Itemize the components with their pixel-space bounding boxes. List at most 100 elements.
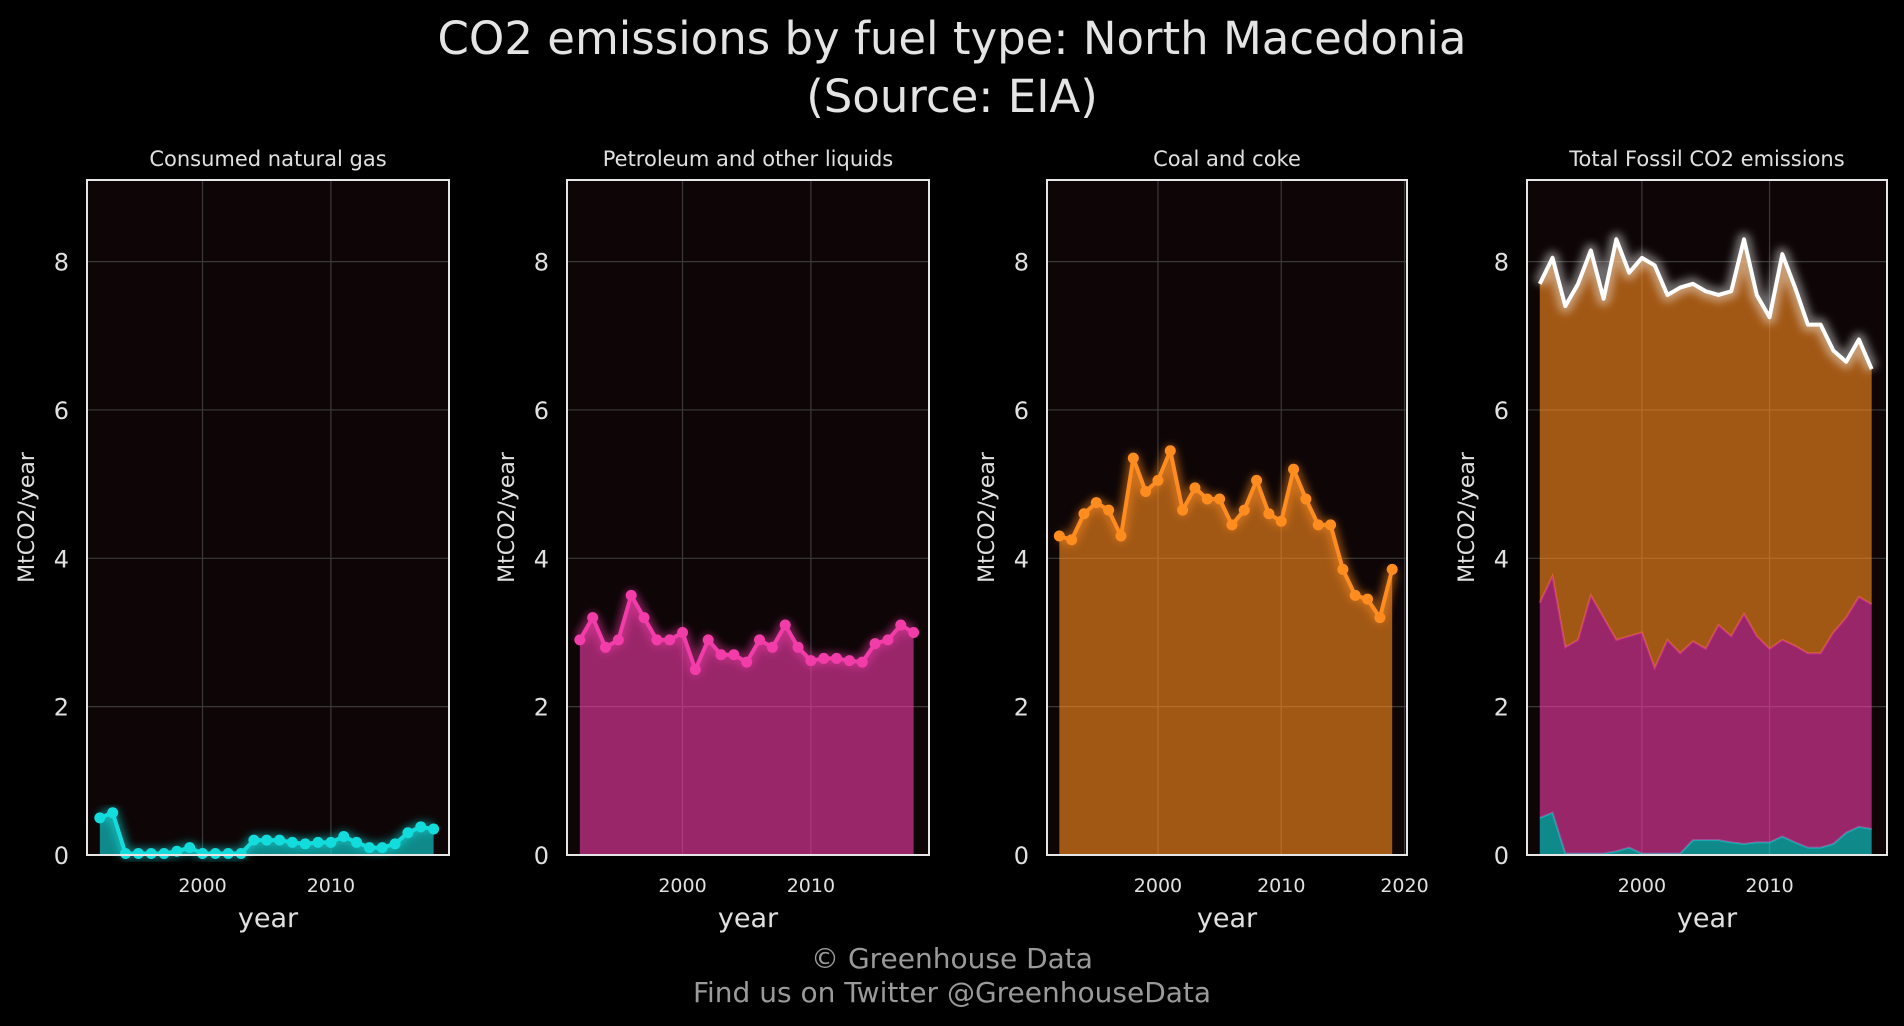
data-point	[1275, 515, 1287, 527]
footer-twitter: Find us on Twitter @GreenhouseData	[692, 976, 1212, 1009]
data-point	[1374, 612, 1386, 624]
data-point	[1066, 534, 1078, 546]
data-point	[363, 842, 375, 854]
data-point	[831, 652, 843, 664]
data-point	[1263, 508, 1275, 520]
data-point	[625, 589, 637, 601]
y-tick-label: 8	[54, 249, 69, 277]
data-point	[1386, 563, 1398, 575]
panel-title: Petroleum and other liquids	[603, 147, 894, 171]
y-axis-label: MtCO2/year	[15, 451, 40, 583]
data-point	[1238, 504, 1250, 516]
data-point	[145, 848, 157, 860]
panel-1: Consumed natural gas 0 2 4 6 8 2000 2010 year MtC…	[15, 147, 450, 934]
data-point	[1115, 530, 1127, 542]
x-tick-label: 2010	[1257, 875, 1305, 897]
data-point	[299, 838, 311, 850]
data-point	[94, 812, 106, 824]
data-point	[689, 664, 701, 676]
x-axis-label: year	[238, 903, 299, 934]
panel-title: Consumed natural gas	[149, 147, 386, 171]
y-tick-label: 4	[1494, 545, 1509, 573]
data-point	[1177, 504, 1189, 516]
panel-3: Coal and coke 0 2 4 6 8 2000 2010 2020 year MtCO2/…	[975, 147, 1429, 934]
y-tick-label: 4	[1014, 545, 1029, 573]
x-tick-label: 2020	[1380, 875, 1428, 897]
x-tick-label: 2000	[658, 875, 706, 897]
y-axis-label: MtCO2/year	[495, 451, 520, 583]
data-point	[1103, 504, 1115, 516]
data-point	[158, 848, 170, 860]
panel-frame	[1526, 179, 1888, 856]
panel-frame	[566, 179, 930, 856]
data-point	[908, 626, 920, 638]
data-point	[1127, 452, 1139, 464]
data-point	[651, 634, 663, 646]
data-point	[389, 838, 401, 850]
x-axis-label: year	[1677, 903, 1738, 934]
data-point	[1349, 589, 1361, 601]
y-tick-label: 0	[534, 842, 549, 870]
data-point	[600, 641, 612, 653]
data-point	[415, 821, 427, 833]
data-line	[1058, 448, 1395, 620]
y-tick-label: 6	[1014, 397, 1029, 425]
data-point	[312, 836, 324, 848]
data-point	[274, 834, 286, 846]
data-point	[184, 842, 196, 854]
data-point	[402, 827, 414, 839]
data-point	[702, 634, 714, 646]
data-point	[1362, 593, 1374, 605]
y-axis-label: MtCO2/year	[1455, 451, 1480, 583]
data-point	[1214, 493, 1226, 505]
data-point	[805, 655, 817, 667]
data-point	[779, 619, 791, 631]
data-point	[1325, 519, 1337, 531]
data-point	[209, 848, 221, 860]
data-point	[677, 626, 689, 638]
panel-title: Total Fossil CO2 emissions	[1568, 147, 1844, 171]
data-point	[286, 836, 298, 848]
panel-title: Coal and coke	[1153, 147, 1301, 171]
stack-area-coal	[1539, 239, 1872, 669]
data-point	[818, 652, 830, 664]
y-tick-label: 2	[54, 694, 69, 722]
y-tick-label: 8	[1014, 249, 1029, 277]
data-point	[1164, 445, 1176, 457]
data-point	[754, 634, 766, 646]
data-point	[895, 619, 907, 631]
stack-area-gas	[1539, 812, 1872, 855]
data-point	[869, 638, 881, 650]
data-point	[728, 649, 740, 661]
panel-2: Petroleum and other liquids 0 2 4 6 8 2000 2010…	[495, 147, 930, 934]
data-point	[612, 634, 624, 646]
data-point	[856, 656, 868, 668]
data-area	[1059, 450, 1393, 855]
y-tick-label: 6	[534, 397, 549, 425]
y-tick-label: 4	[534, 545, 549, 573]
x-tick-label: 2000	[1618, 875, 1666, 897]
data-point	[843, 655, 855, 667]
data-point	[638, 612, 650, 624]
y-tick-label: 8	[534, 249, 549, 277]
data-point	[1337, 563, 1349, 575]
data-point	[351, 836, 363, 848]
x-axis-label: year	[718, 903, 779, 934]
y-tick-label: 0	[1494, 842, 1509, 870]
x-tick-label: 2010	[307, 875, 355, 897]
y-tick-label: 2	[1014, 694, 1029, 722]
y-tick-label: 6	[1494, 397, 1509, 425]
data-point	[1140, 486, 1152, 498]
data-point	[1201, 493, 1213, 505]
data-point	[428, 823, 440, 835]
data-point	[1152, 474, 1164, 486]
footer-copyright: © Greenhouse Data	[811, 942, 1093, 975]
data-point	[1053, 530, 1065, 542]
data-point	[715, 649, 727, 661]
data-point	[1288, 463, 1300, 475]
y-tick-label: 0	[54, 842, 69, 870]
data-point	[325, 836, 337, 848]
figure-title-line1: CO2 emissions by fuel type: North Macedo…	[437, 12, 1467, 65]
